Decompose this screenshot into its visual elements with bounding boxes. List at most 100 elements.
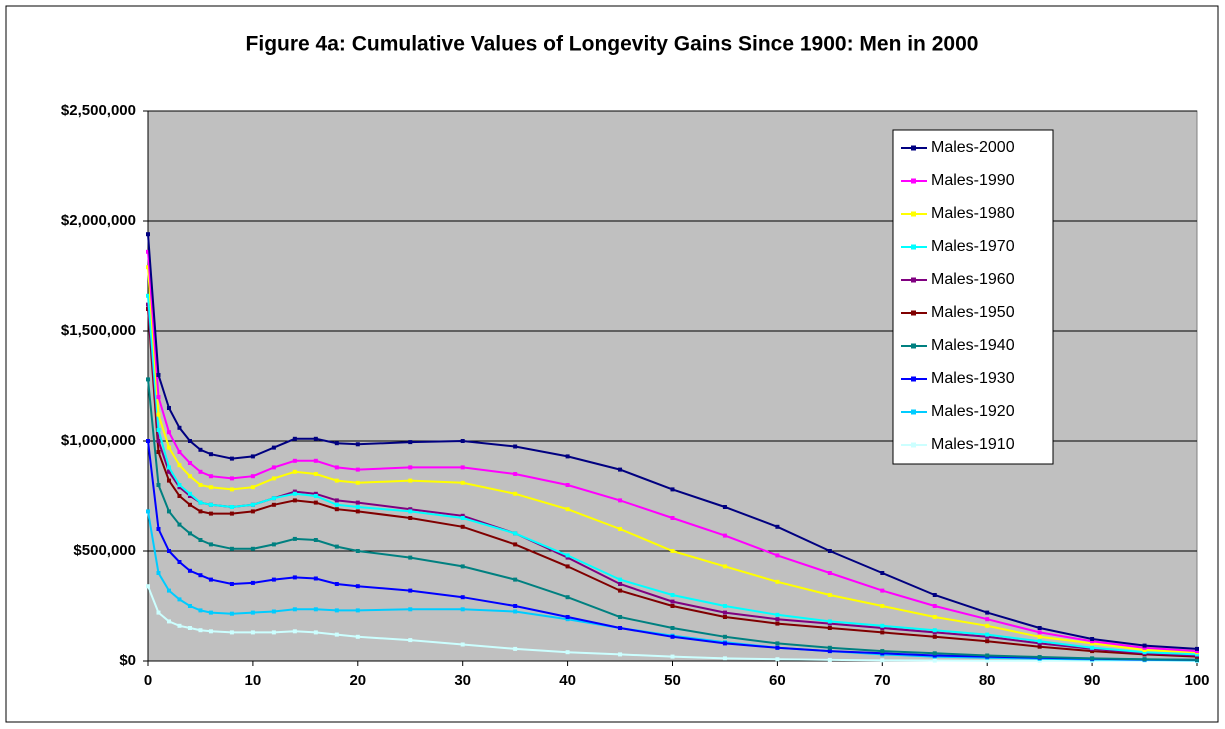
- series-marker: [177, 623, 182, 628]
- y-tick-label: $2,500,000: [61, 102, 136, 119]
- series-marker: [565, 650, 570, 655]
- series-marker: [271, 476, 276, 481]
- series-marker: [156, 373, 161, 377]
- series-marker: [1037, 644, 1042, 649]
- series-marker: [618, 652, 623, 657]
- series-marker: [198, 469, 203, 474]
- series-marker: [313, 436, 318, 441]
- series-marker: [880, 630, 885, 635]
- series-marker: [250, 580, 255, 585]
- series-marker: [271, 609, 276, 614]
- series-marker: [166, 465, 171, 470]
- x-tick-label: 10: [245, 672, 262, 689]
- series-marker: [670, 626, 675, 630]
- x-tick-label: 40: [559, 672, 576, 689]
- series-marker: [827, 657, 832, 662]
- series-marker: [166, 619, 171, 624]
- legend: Males-2000 Males-1990 Males-1980 Males-1970…: [892, 129, 1054, 465]
- series-marker: [187, 531, 192, 536]
- series-marker: [229, 487, 234, 492]
- series-marker: [355, 467, 360, 472]
- series-marker: [208, 452, 213, 457]
- series-marker: [618, 577, 623, 582]
- series-marker: [565, 595, 570, 600]
- series-marker: [198, 447, 203, 452]
- series-marker: [271, 445, 276, 450]
- series-marker: [198, 509, 203, 514]
- chart-title: Figure 4a: Cumulative Values of Longevit…: [246, 33, 979, 56]
- series-marker: [722, 641, 727, 646]
- series-marker: [565, 564, 570, 569]
- legend-label: Males-2000: [931, 139, 1015, 156]
- series-marker: [334, 441, 339, 446]
- series-marker: [513, 542, 518, 547]
- series-marker: [618, 588, 623, 593]
- series-marker: [775, 617, 780, 622]
- series-marker: [177, 560, 182, 564]
- series-marker: [271, 496, 276, 501]
- series-marker: [460, 607, 465, 612]
- series-marker: [513, 472, 518, 476]
- series-marker: [198, 608, 203, 613]
- series-marker: [565, 553, 570, 558]
- y-tick-label: $2,000,000: [61, 212, 136, 229]
- series-marker: [313, 472, 318, 476]
- series-marker: [187, 568, 192, 573]
- series-marker: [985, 658, 990, 663]
- series-marker: [1142, 645, 1147, 650]
- series-marker: [932, 630, 937, 635]
- series-marker: [146, 265, 150, 270]
- series-marker: [827, 571, 832, 575]
- legend-marker: [911, 244, 916, 250]
- series-marker: [722, 610, 727, 615]
- series-marker: [355, 500, 360, 505]
- series-marker: [408, 516, 413, 520]
- series-marker: [208, 629, 213, 634]
- series-marker: [166, 588, 171, 593]
- legend-marker: [911, 277, 916, 283]
- series-marker: [408, 509, 413, 514]
- series-marker: [250, 610, 255, 615]
- series-marker: [313, 538, 318, 542]
- x-tick-label: 80: [979, 672, 996, 689]
- legend-label: Males-1990: [931, 172, 1015, 189]
- series-marker: [292, 489, 297, 494]
- series-marker: [271, 465, 276, 470]
- series-marker: [187, 439, 192, 443]
- series-marker: [775, 657, 780, 662]
- series-marker: [618, 467, 623, 472]
- series-marker: [827, 649, 832, 654]
- x-tick-label: 20: [349, 672, 366, 689]
- series-marker: [229, 511, 234, 516]
- series-marker: [156, 527, 161, 531]
- series-marker: [932, 651, 937, 656]
- series-marker: [187, 461, 192, 465]
- series-marker: [985, 632, 990, 637]
- series-marker: [250, 485, 255, 490]
- series-marker: [177, 450, 182, 454]
- series-marker: [1142, 657, 1147, 662]
- series-marker: [775, 645, 780, 650]
- legend-marker: [911, 178, 916, 184]
- series-marker: [156, 483, 161, 487]
- series-marker: [932, 658, 937, 663]
- series-marker: [932, 653, 937, 658]
- series-marker: [355, 549, 360, 553]
- series-marker: [229, 582, 234, 586]
- series-marker: [1090, 649, 1095, 654]
- series-marker: [670, 654, 675, 659]
- series-marker: [313, 494, 318, 498]
- series-marker: [292, 498, 297, 503]
- series-marker: [198, 500, 203, 505]
- series-marker: [460, 465, 465, 470]
- series-marker: [177, 425, 182, 430]
- series-marker: [880, 604, 885, 608]
- series-marker: [460, 480, 465, 485]
- series-marker: [670, 604, 675, 608]
- series-marker: [827, 626, 832, 630]
- series-marker: [156, 395, 161, 399]
- series-marker: [198, 573, 203, 578]
- legend-label: Males-1960: [931, 271, 1015, 288]
- series-marker: [985, 623, 990, 628]
